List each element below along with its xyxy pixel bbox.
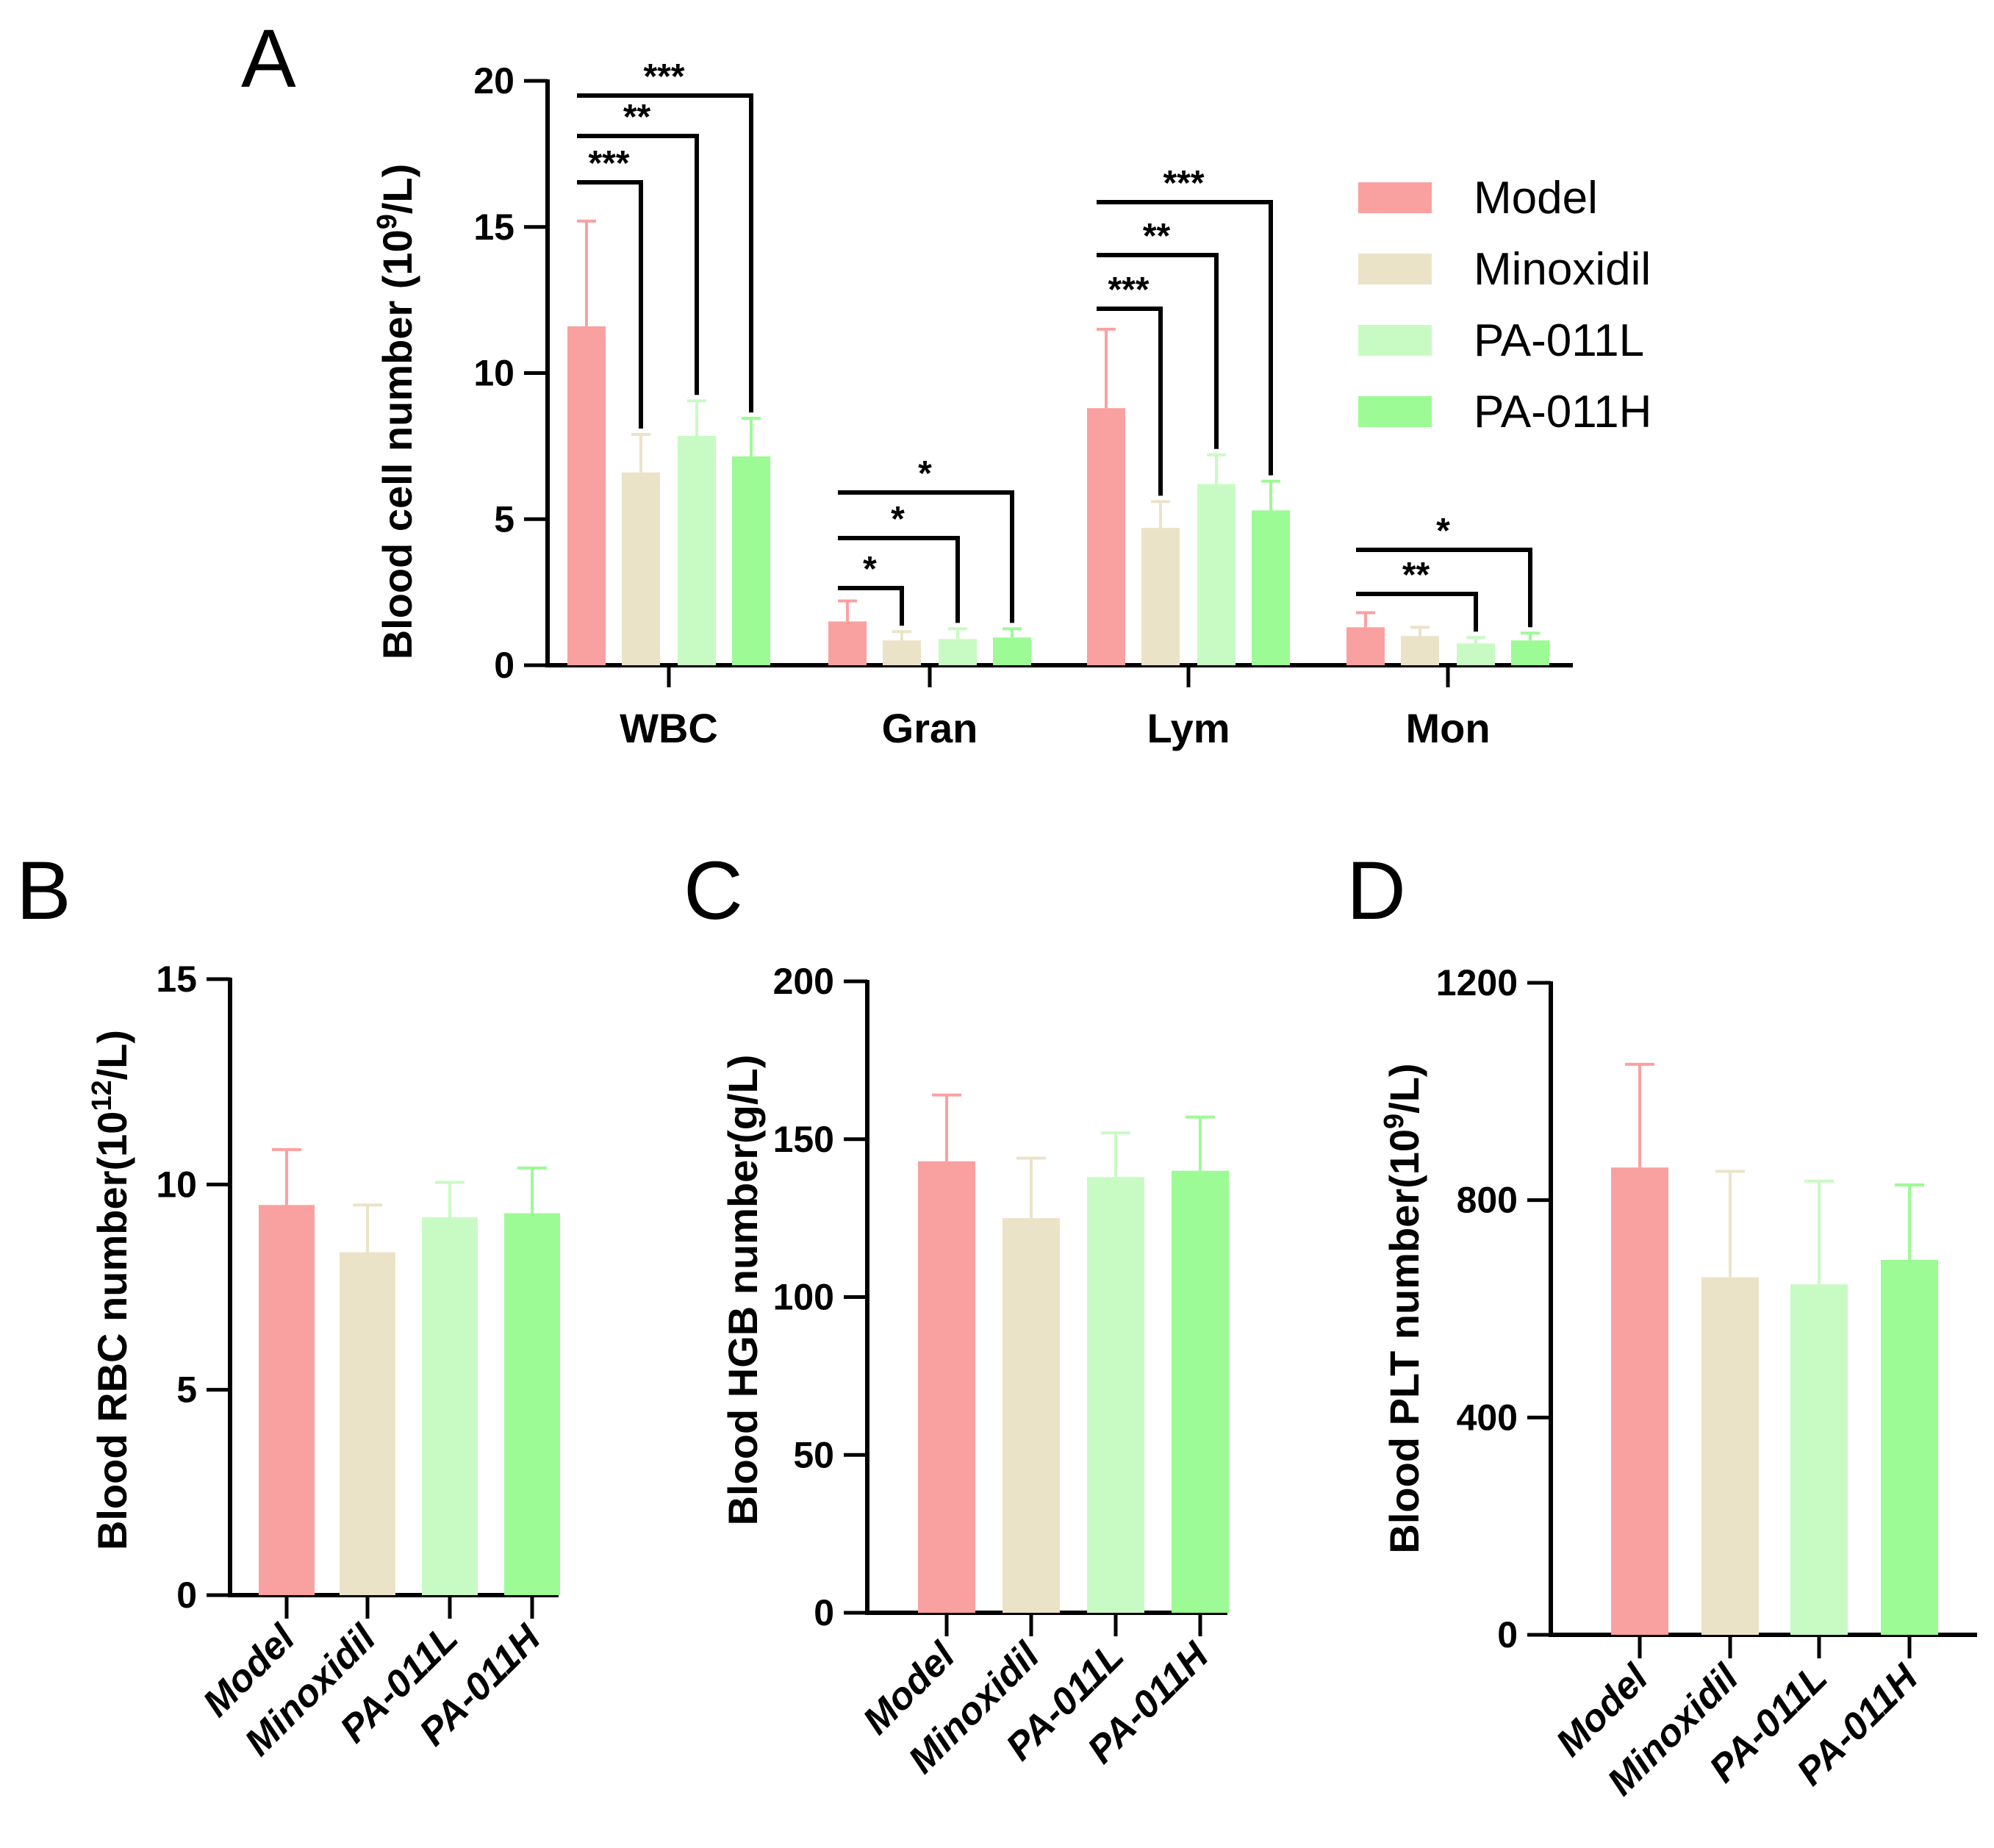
bar-pa-011h-wbc: [732, 456, 770, 665]
bar-pa-011h-gran: [993, 637, 1031, 665]
bar-minoxidil-lym: [1141, 528, 1180, 665]
panel-a: A Blood cell number (109/L) 0 5 10 15 20 WBC G…: [241, 12, 1651, 751]
legend-swatch-minoxidil: [1358, 254, 1432, 284]
bar-minoxidil-mon: [1401, 636, 1439, 665]
panel-c-y-tick-label: 150: [773, 1119, 834, 1160]
bar-pa-011l-lym: [1197, 484, 1236, 665]
significance-bracket: [838, 536, 960, 623]
bar-model: [259, 1205, 315, 1595]
bar-pa-011h: [504, 1213, 560, 1595]
bar-model-gran: [828, 621, 867, 665]
panel-d-letter: D: [1346, 845, 1406, 936]
panel-d-y-tick-label: 400: [1457, 1397, 1518, 1438]
bar-pa-011h-mon: [1511, 640, 1549, 665]
panel-b: B Blood RBC number(1012/L) 051015ModelMi…: [16, 845, 560, 1764]
panel-a-x-tick-label: Lym: [1147, 705, 1230, 751]
significance-bracket: [1356, 592, 1478, 632]
significance-label: *: [863, 550, 877, 589]
panel-c-y-tick-label: 50: [793, 1434, 834, 1475]
panel-a-x-tick-label: Gran: [882, 705, 978, 751]
panel-c: C Blood HGB number(g/L) 050100150200Mode…: [684, 845, 1229, 1782]
legend-swatch-pa-011h: [1358, 396, 1432, 427]
bar-pa-011h: [1881, 1259, 1938, 1635]
bar-minoxidil: [1701, 1277, 1759, 1635]
significance-label: *: [1436, 512, 1450, 551]
legend-swatch-pa-011l: [1358, 325, 1432, 356]
panel-b-y-tick-label: 0: [176, 1575, 197, 1616]
legend-label-minoxidil: Minoxidil: [1474, 244, 1651, 295]
panel-a-y-tick-label: 20: [473, 60, 514, 101]
panel-b-y-tick-label: 5: [176, 1369, 197, 1411]
panel-c-y-tick-label: 200: [773, 961, 834, 1002]
bar-pa-011l: [1087, 1177, 1144, 1613]
bar-minoxidil: [340, 1252, 395, 1595]
legend: Model Minoxidil PA-011L PA-011H: [1358, 173, 1651, 437]
bar-pa-011l-mon: [1457, 643, 1495, 665]
significance-label: **: [623, 98, 651, 137]
bar-model: [918, 1161, 975, 1613]
panel-b-ylabel: Blood RBC number(1012/L): [87, 1030, 135, 1550]
bar-model-lym: [1087, 408, 1125, 665]
panel-a-x-tick-label: Mon: [1405, 705, 1490, 751]
significance-bracket: [1097, 307, 1163, 496]
panel-b-letter: B: [16, 845, 71, 936]
legend-label-model: Model: [1474, 173, 1598, 223]
bar-pa-011l-wbc: [678, 435, 716, 665]
bar-model-mon: [1346, 627, 1385, 665]
bar-pa-011l: [422, 1217, 478, 1595]
bar-model-wbc: [567, 326, 606, 665]
bar-minoxidil-wbc: [622, 472, 660, 665]
panel-d-y-tick-label: 800: [1457, 1180, 1518, 1221]
significance-label: ***: [1163, 164, 1204, 203]
panel-a-y-tick-label: 5: [494, 498, 514, 540]
bar-minoxidil-gran: [883, 640, 921, 665]
significance-label: **: [1402, 556, 1430, 595]
significance-label: ***: [1108, 271, 1149, 309]
panel-a-letter: A: [241, 12, 296, 104]
panel-a-x-tick-label: WBC: [620, 705, 718, 751]
significance-bracket: [1097, 200, 1273, 476]
significance-bracket: [1097, 253, 1219, 449]
panel-d-ylabel: Blood PLT number(109/L): [1379, 1063, 1427, 1553]
panel-b-y-tick-label: 10: [156, 1164, 197, 1205]
panel-d: D Blood PLT number(109/L) 04008001200Mod…: [1346, 845, 1977, 1804]
significance-label: **: [1143, 217, 1171, 256]
significance-label: ***: [643, 57, 684, 96]
legend-label-pa-011l: PA-011L: [1474, 315, 1644, 366]
panel-c-y-tick-label: 100: [773, 1277, 834, 1318]
significance-bracket: [577, 180, 643, 429]
panel-b-y-tick-label: 15: [156, 959, 197, 1000]
bar-pa-011l-gran: [939, 639, 977, 665]
significance-label: *: [891, 500, 905, 539]
panel-c-y-tick-label: 0: [814, 1592, 834, 1633]
legend-swatch-model: [1358, 182, 1432, 213]
significance-bracket: [838, 490, 1014, 623]
bar-pa-011h-lym: [1252, 510, 1290, 665]
significance-bracket: [838, 586, 904, 626]
legend-label-pa-011h: PA-011H: [1474, 387, 1651, 437]
significance-bracket: [577, 134, 699, 395]
significance-bracket: [577, 93, 753, 413]
significance-label: ***: [588, 144, 629, 183]
panel-a-y-tick-label: 15: [473, 207, 514, 248]
significance-bracket: [1356, 548, 1532, 628]
panel-a-ylabel: Blood cell number (109/L): [372, 164, 420, 660]
panel-d-y-tick-label: 0: [1497, 1614, 1518, 1655]
panel-c-letter: C: [684, 845, 743, 936]
bar-pa-011h: [1172, 1170, 1229, 1613]
bar-pa-011l: [1790, 1284, 1848, 1635]
bar-model: [1611, 1167, 1668, 1635]
panel-a-y-tick-label: 0: [494, 645, 514, 686]
panel-d-y-tick-label: 1200: [1436, 962, 1518, 1003]
panel-c-ylabel: Blood HGB number(g/L): [720, 1055, 766, 1526]
significance-label: *: [918, 454, 932, 493]
panel-a-y-tick-label: 10: [473, 353, 514, 394]
bar-minoxidil: [1003, 1218, 1060, 1613]
